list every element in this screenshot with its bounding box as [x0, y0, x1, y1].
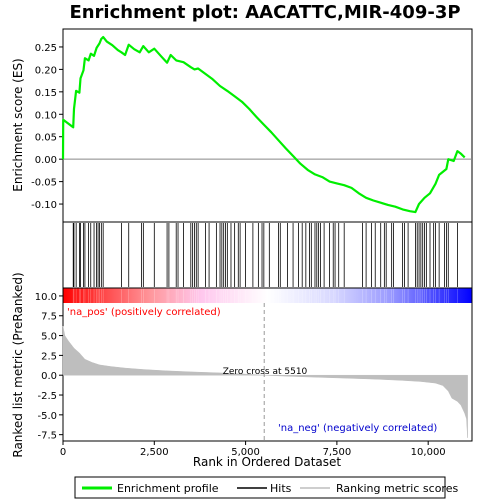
ranking-color-bar [63, 288, 472, 303]
metric-y-tick-label: -5.0 [37, 411, 57, 422]
x-tick-label: 5,000 [231, 447, 260, 458]
chart-title: Enrichment plot: AACATTC,MIR-409-3P [69, 2, 460, 23]
hits-panel [62, 221, 473, 289]
x-axis-label: Rank in Ordered Dataset [193, 455, 341, 469]
es-y-tick-label: -0.05 [31, 178, 57, 189]
x-tick-label: 7,500 [323, 447, 352, 458]
metric-y-tick-label: 7.5 [41, 312, 57, 323]
metric-panel: -7.5 -5.0 -2.5 0.0 2.5 5.0 7.5 10.0 'na_pos' (p… [11, 272, 473, 458]
es-panel: -0.10 -0.05 0.00 0.05 0.10 0.15 0.20 0.25 Enric… [11, 28, 473, 223]
es-y-axis-label: Enrichment score (ES) [11, 58, 25, 191]
legend: Enrichment profile Hits Ranking metric s… [74, 476, 458, 499]
es-y-tick-label: 0.05 [35, 133, 57, 144]
hits-panel-frame [62, 221, 473, 289]
zero-cross-label: Zero cross at 5510 [223, 367, 308, 377]
x-tick-label: 0 [60, 447, 66, 458]
x-tick-label: 2,500 [140, 447, 169, 458]
ranking-metric-area [62, 326, 468, 438]
enrichment-profile-line [61, 35, 466, 214]
metric-y-tick-label: -2.5 [37, 391, 57, 402]
metric-y-tick-label: 5.0 [41, 332, 57, 343]
metric-y-tick-label: 10.0 [35, 292, 57, 303]
x-tick-label: 10,000 [411, 447, 446, 458]
metric-y-tick-label: -7.5 [37, 431, 57, 442]
legend-label-metric: Ranking metric scores [336, 482, 458, 495]
legend-label-hits: Hits [270, 482, 292, 495]
metric-y-axis-label: Ranked list metric (PreRanked) [11, 272, 25, 457]
metric-y-tick-label: 2.5 [41, 351, 57, 362]
pos-correlated-label: 'na_pos' (positively correlated) [67, 307, 221, 318]
es-y-tick-label: 0.20 [35, 65, 57, 76]
x-axis: 0 2,500 5,000 7,500 10,000 [60, 441, 446, 458]
es-panel-frame [62, 28, 473, 223]
es-y-tick-label: -0.10 [31, 200, 57, 211]
neg-correlated-label: 'na_neg' (negatively correlated) [278, 423, 437, 434]
legend-label-enrichment: Enrichment profile [117, 482, 219, 495]
es-y-tick-label: 0.25 [35, 43, 57, 54]
metric-y-tick-label: 0.0 [41, 371, 57, 382]
es-y-tick-label: 0.15 [35, 88, 57, 99]
es-y-tick-label: 0.00 [35, 155, 57, 166]
es-y-tick-label: 0.10 [35, 110, 57, 121]
